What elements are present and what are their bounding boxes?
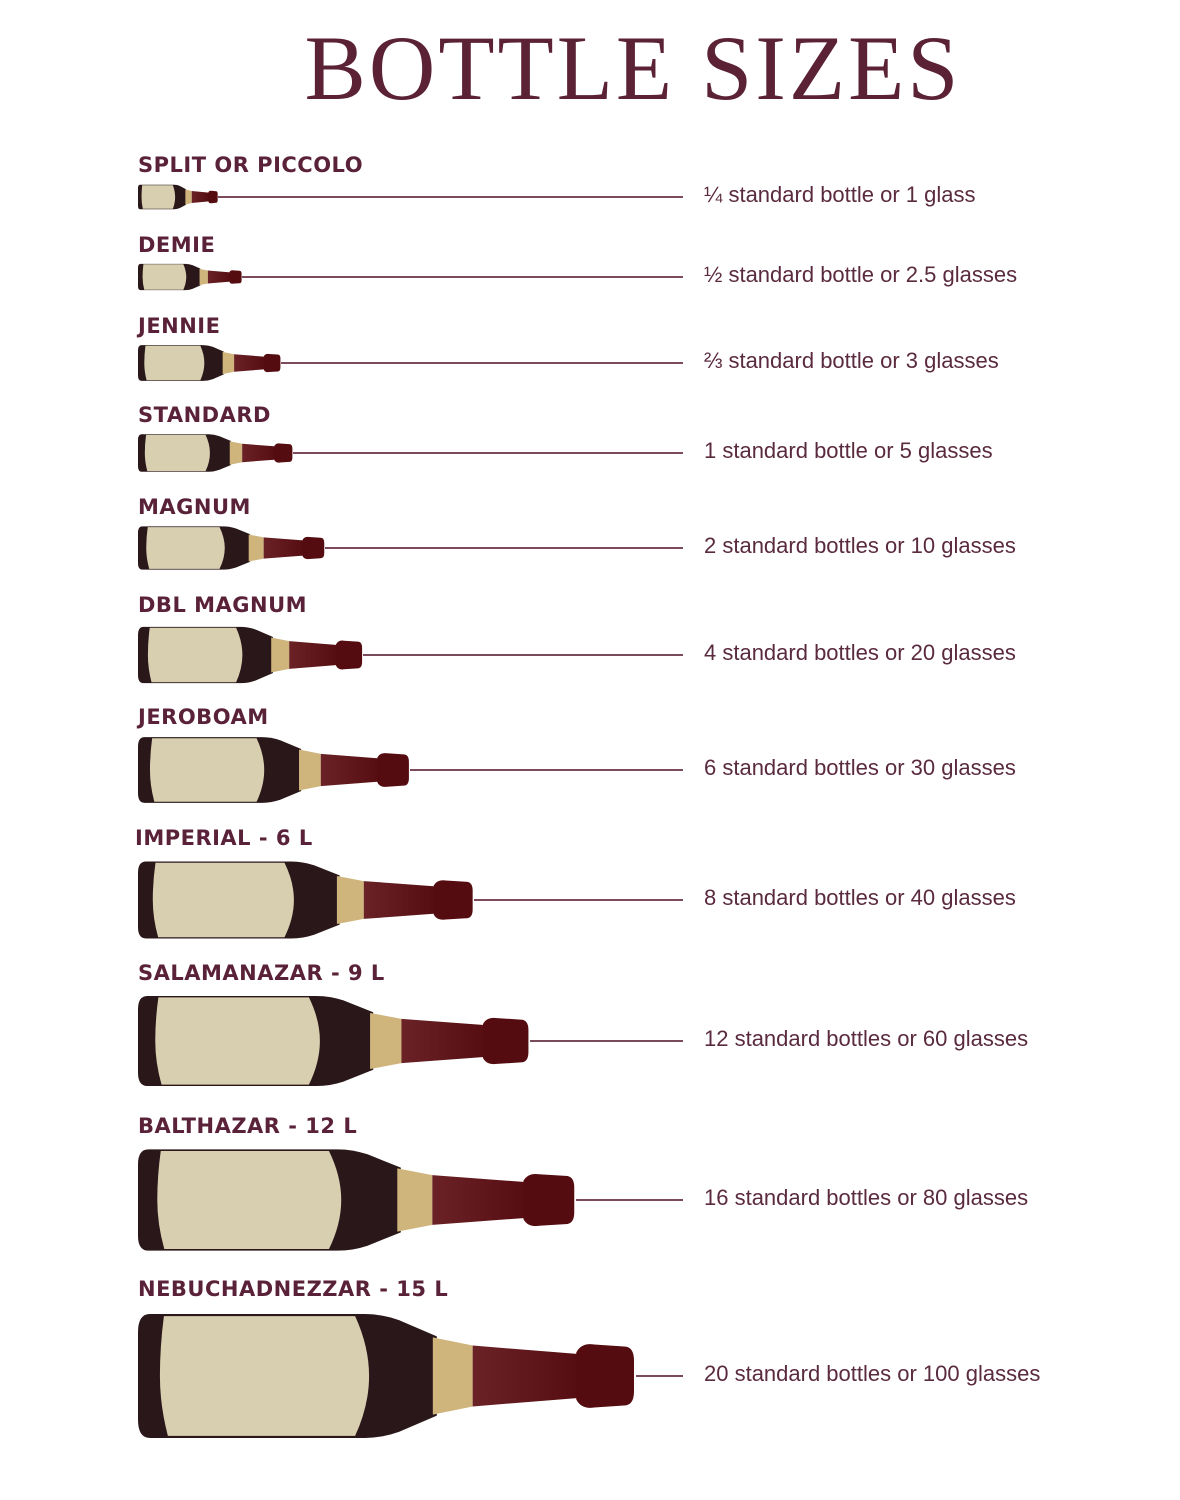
bottle-name: MAGNUM bbox=[138, 495, 251, 519]
bottle-name: STANDARD bbox=[138, 403, 271, 427]
bottle-name: SALAMANAZAR - 9 L bbox=[138, 961, 385, 985]
connector-line bbox=[242, 276, 683, 278]
bottle-icon bbox=[138, 861, 473, 939]
bottle-description: 1 standard bottle or 5 glasses bbox=[704, 438, 993, 463]
connector-line bbox=[325, 547, 683, 549]
connector-line bbox=[281, 362, 683, 364]
bottle-name: BALTHAZAR - 12 L bbox=[138, 1114, 358, 1138]
connector-line bbox=[474, 899, 683, 901]
bottle-icon bbox=[138, 434, 293, 472]
bottle-name: NEBUCHADNEZZAR - 15 L bbox=[138, 1277, 449, 1301]
bottle-description: 8 standard bottles or 40 glasses bbox=[704, 885, 1016, 910]
bottle-description: ⅔ standard bottle or 3 glasses bbox=[704, 348, 999, 373]
bottle-icon bbox=[138, 184, 218, 210]
bottle-icon bbox=[138, 263, 242, 291]
bottle-icon bbox=[138, 1149, 575, 1251]
bottle-icon bbox=[138, 1314, 635, 1438]
bottle-name: DBL MAGNUM bbox=[138, 593, 308, 617]
bottle-icon bbox=[138, 626, 363, 684]
connector-line bbox=[530, 1040, 683, 1042]
bottle-name: JEROBOAM bbox=[138, 705, 269, 729]
bottle-description: 2 standard bottles or 10 glasses bbox=[704, 533, 1016, 558]
bottle-description: 12 standard bottles or 60 glasses bbox=[704, 1026, 1029, 1051]
bottle-name: DEMIE bbox=[138, 233, 216, 257]
bottle-description: 6 standard bottles or 30 glasses bbox=[704, 755, 1016, 780]
bottle-name: JENNIE bbox=[138, 314, 221, 338]
connector-line bbox=[576, 1199, 683, 1201]
connector-line bbox=[410, 769, 683, 771]
connector-line bbox=[363, 654, 683, 656]
bottle-description: 4 standard bottles or 20 glasses bbox=[704, 640, 1016, 665]
page-title: BOTTLE SIZES bbox=[304, 17, 962, 119]
connector-line bbox=[218, 196, 683, 198]
bottle-icon bbox=[138, 995, 529, 1087]
bottle-icon bbox=[138, 345, 281, 381]
bottle-description: ¼ standard bottle or 1 glass bbox=[704, 182, 976, 207]
connector-line bbox=[636, 1375, 683, 1377]
bottle-name: IMPERIAL - 6 L bbox=[135, 826, 313, 850]
bottle-icon bbox=[138, 526, 325, 570]
connector-line bbox=[293, 452, 683, 454]
bottle-description: 20 standard bottles or 100 glasses bbox=[704, 1361, 1041, 1386]
bottle-description: ½ standard bottle or 2.5 glasses bbox=[704, 262, 1018, 287]
bottle-description: 16 standard bottles or 80 glasses bbox=[704, 1185, 1029, 1210]
bottle-icon bbox=[138, 737, 409, 803]
bottle-name: SPLIT OR PICCOLO bbox=[138, 153, 364, 177]
